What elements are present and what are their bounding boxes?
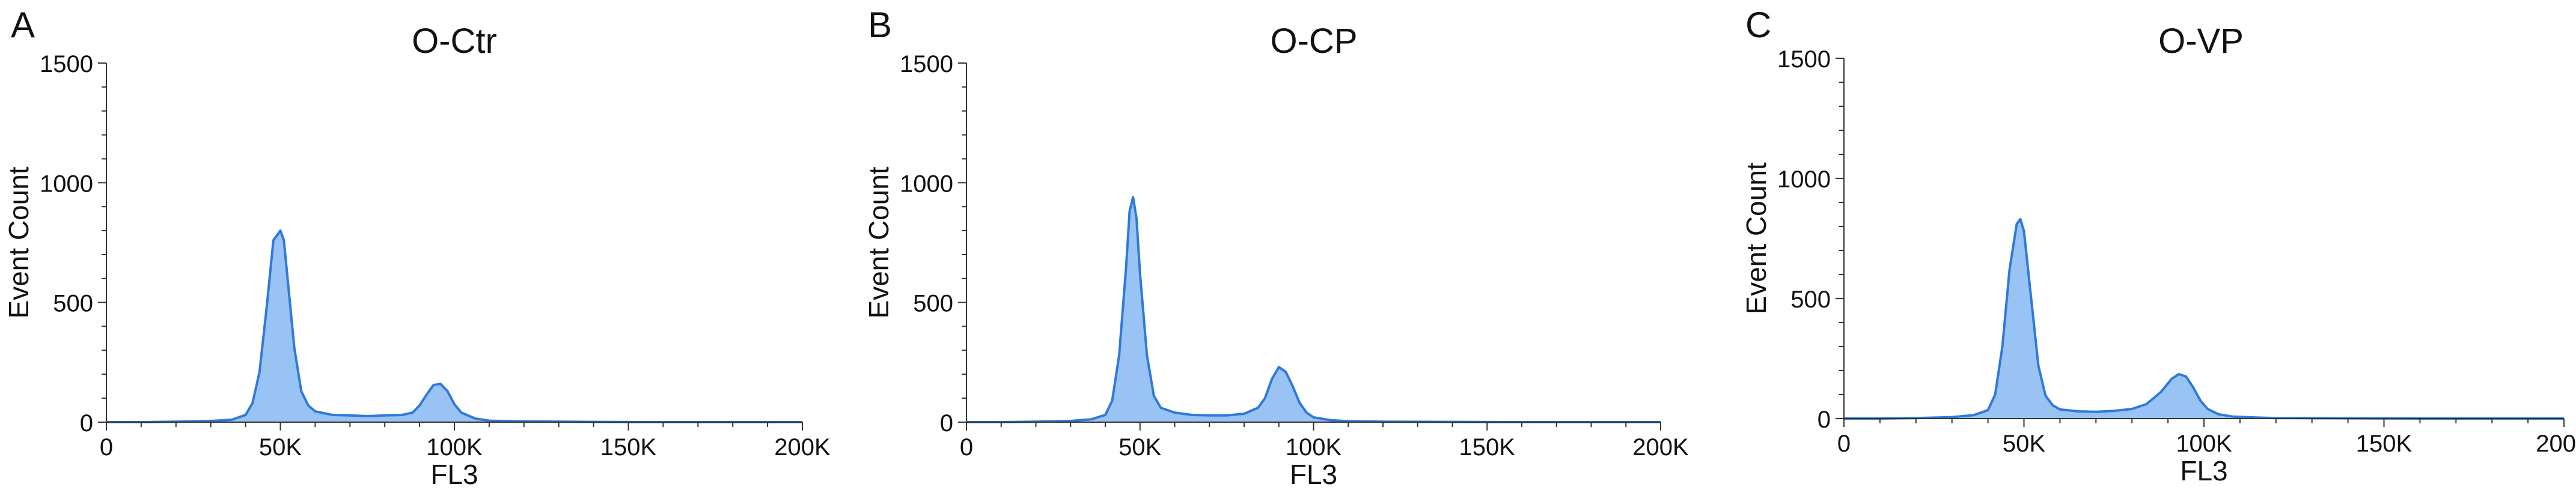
x-tick-label: 150K	[600, 434, 657, 461]
y-tick-label: 0	[940, 410, 953, 437]
panel-letter: A	[11, 5, 35, 45]
histogram-area	[1844, 219, 2564, 419]
x-tick-label: 100K	[1286, 434, 1342, 461]
y-tick-label: 1500	[1777, 46, 1831, 73]
histogram-area	[106, 231, 802, 422]
x-tick-label: 50K	[1119, 434, 1161, 461]
x-axis-label: FL3	[2180, 455, 2227, 486]
x-axis-label: FL3	[1290, 459, 1337, 490]
histogram-line	[1844, 218, 2564, 420]
x-tick-label: 200K	[774, 434, 831, 461]
chart-panel-b: B O-CP 0 500 1000 1500 0 50K 100K 150K 200K FL3 Even…	[863, 5, 1689, 490]
x-tick-label: 150K	[1459, 434, 1516, 461]
x-tick-label: 50K	[259, 434, 302, 461]
y-tick-label: 0	[1818, 407, 1831, 433]
y-axis-label: Event Count	[1741, 162, 1772, 314]
histogram-area	[966, 197, 1661, 422]
y-tick-label: 1000	[900, 171, 953, 197]
y-tick-label: 1000	[1777, 166, 1831, 193]
chart-panel-c: C O-VP 0 500 1000 1500 0 50K 100K 150K 200K FL3 Even…	[1741, 5, 2576, 486]
x-tick-label: 100K	[2176, 431, 2232, 457]
histogram-line	[106, 229, 802, 423]
x-tick-label: 0	[100, 434, 113, 461]
x-tick-label: 0	[960, 434, 973, 461]
x-tick-label: 100K	[426, 434, 483, 461]
x-tick-label: 0	[1837, 431, 1851, 457]
y-tick-label: 1000	[40, 171, 93, 197]
x-tick-label: 50K	[2003, 431, 2045, 457]
x-tick-label: 200K	[2536, 431, 2576, 457]
y-tick-label: 500	[53, 291, 93, 317]
y-axis-label: Event Count	[863, 166, 894, 318]
y-tick-label: 500	[1790, 286, 1831, 313]
panel-letter: B	[868, 5, 892, 45]
chart-title: O-Ctr	[412, 22, 497, 61]
y-tick-label: 0	[80, 410, 93, 437]
histogram-line	[966, 196, 1661, 423]
y-axis-label: Event Count	[3, 166, 34, 318]
panel-letter: C	[1745, 5, 1771, 45]
chart-title: O-CP	[1271, 22, 1358, 61]
chart-panel-a: A O-Ctr 0 500 1000 1500 0 50K 100K 150K 200K FL3 Eve…	[3, 5, 831, 490]
x-tick-label: 150K	[2356, 431, 2413, 457]
x-axis-label: FL3	[430, 459, 478, 490]
x-tick-label: 200K	[1632, 434, 1689, 461]
y-tick-label: 500	[913, 291, 953, 317]
y-tick-label: 1500	[900, 51, 953, 77]
y-tick-label: 1500	[40, 51, 93, 77]
chart-title: O-VP	[2158, 22, 2244, 61]
